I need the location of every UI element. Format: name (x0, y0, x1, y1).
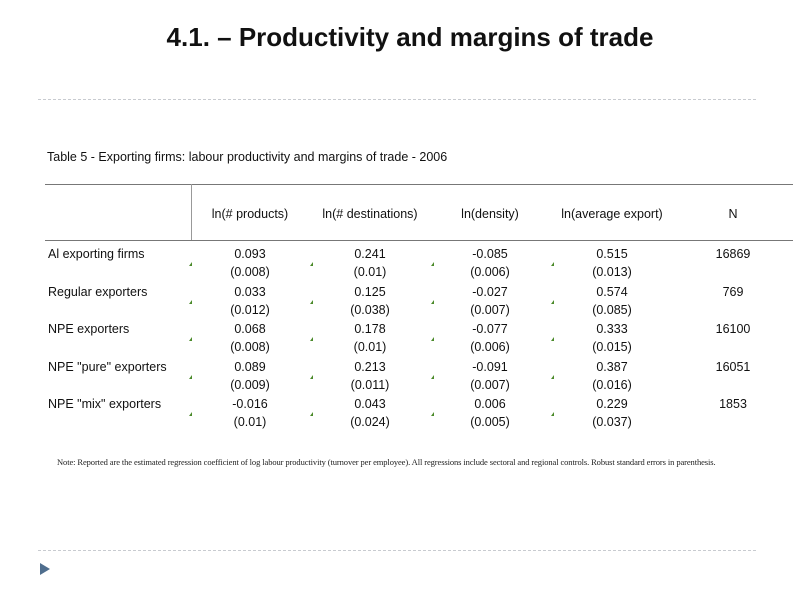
std-error-cell: (0.015) (592, 340, 632, 354)
header-ln-destinations: ln(# destinations) (322, 207, 418, 221)
n-cell: 769 (722, 284, 744, 299)
header-ln-average-export: ln(average export) (561, 207, 663, 221)
row-label: NPE "pure" exporters (48, 359, 167, 374)
std-error-cell: (0.007) (470, 377, 510, 392)
std-error-cell: (0.024) (350, 415, 390, 429)
coefficient-cell: 0.043 (354, 397, 386, 411)
n-cell: 16051 (715, 359, 751, 374)
cell-marker-icon (310, 374, 313, 379)
top-divider (38, 99, 756, 100)
coefficient-cell: 0.574 (596, 284, 628, 299)
coefficient-cell: 0.033 (234, 284, 266, 299)
cell-marker-icon (310, 262, 313, 266)
table-row: NPE "mix" exporters -0.016 (0.01) 0.043 (0.0… (0, 394, 794, 432)
cell-marker-icon (310, 412, 313, 416)
table-caption: Table 5 - Exporting firms: labour produc… (47, 150, 448, 164)
triangle-bullet-icon (40, 563, 50, 575)
n-cell: 1853 (719, 397, 747, 411)
cell-marker-icon (189, 262, 192, 266)
n-cell: 16100 (715, 322, 751, 336)
coefficient-cell: -0.027 (472, 284, 508, 299)
std-error-cell: (0.009) (230, 377, 270, 392)
header-ln-products: ln(# products) (211, 207, 289, 221)
row-label: Al exporting firms (48, 247, 145, 261)
bottom-divider (38, 550, 756, 551)
coefficient-cell: -0.077 (472, 322, 508, 336)
coefficient-cell: 0.333 (596, 322, 628, 336)
coefficient-cell: -0.016 (232, 397, 268, 411)
std-error-cell: (0.01) (353, 340, 387, 354)
n-cell: 16869 (715, 247, 751, 261)
table-top-rule (45, 184, 793, 185)
cell-marker-icon (189, 412, 192, 416)
cell-marker-icon (310, 337, 313, 341)
cell-marker-icon (431, 337, 434, 341)
row-label: NPE exporters (48, 322, 130, 336)
std-error-cell: (0.037) (592, 415, 632, 429)
cell-marker-icon (551, 337, 554, 341)
row-label: Regular exporters (48, 284, 148, 299)
table-header-rule (45, 240, 793, 241)
coefficient-cell: -0.091 (472, 359, 508, 374)
coefficient-cell: 0.006 (474, 397, 506, 411)
header-ln-density: ln(density) (461, 207, 519, 221)
coefficient-cell: 0.213 (354, 359, 386, 374)
coefficient-cell: 0.089 (234, 359, 266, 374)
table-row: NPE exporters 0.068 (0.008) 0.178 (0.01) -0.0… (0, 319, 794, 357)
coefficient-cell: 0.229 (596, 397, 628, 411)
std-error-cell: (0.038) (350, 302, 390, 317)
row-label: NPE "mix" exporters (48, 397, 162, 411)
header-n: N (728, 207, 738, 221)
coefficient-cell: 0.387 (596, 359, 628, 374)
coefficient-cell: 0.125 (354, 284, 386, 299)
table-row: Regular exporters 0.033 (0.012) 0.125 (0.038… (0, 282, 794, 320)
coefficient-cell: 0.093 (234, 247, 266, 261)
coefficient-cell: 0.068 (234, 322, 266, 336)
std-error-cell: (0.006) (470, 340, 510, 354)
std-error-cell: (0.085) (592, 302, 632, 317)
std-error-cell: (0.01) (353, 265, 387, 279)
std-error-cell: (0.006) (470, 265, 510, 279)
std-error-cell: (0.012) (230, 302, 270, 317)
slide-title: 4.1. – Productivity and margins of trade (166, 22, 654, 52)
cell-marker-icon (189, 374, 192, 379)
cell-marker-icon (431, 412, 434, 416)
table-row: Al exporting firms 0.093 (0.008) 0.241 (0.01… (0, 244, 794, 282)
cell-marker-icon (431, 299, 434, 304)
coefficient-cell: -0.085 (472, 247, 508, 261)
std-error-cell: (0.005) (470, 415, 510, 429)
std-error-cell: (0.01) (233, 415, 267, 429)
std-error-cell: (0.013) (592, 265, 632, 279)
cell-marker-icon (551, 262, 554, 266)
coefficient-cell: 0.178 (354, 322, 386, 336)
table-label-divider (191, 184, 192, 240)
std-error-cell: (0.011) (350, 377, 390, 392)
coefficient-cell: 0.241 (354, 247, 386, 261)
cell-marker-icon (189, 299, 192, 304)
std-error-cell: (0.016) (592, 377, 632, 392)
cell-marker-icon (551, 299, 554, 304)
cell-marker-icon (310, 299, 313, 304)
std-error-cell: (0.007) (470, 302, 510, 317)
cell-marker-icon (551, 374, 554, 379)
coefficient-cell: 0.515 (596, 247, 628, 261)
cell-marker-icon (431, 374, 434, 379)
cell-marker-icon (551, 412, 554, 416)
std-error-cell: (0.008) (230, 265, 270, 279)
std-error-cell: (0.008) (230, 340, 270, 354)
table-row: NPE "pure" exporters 0.089 (0.009) 0.213 (0.… (0, 357, 794, 395)
cell-marker-icon (189, 337, 192, 341)
cell-marker-icon (431, 262, 434, 266)
table-note: Note: Reported are the estimated regress… (57, 457, 716, 467)
